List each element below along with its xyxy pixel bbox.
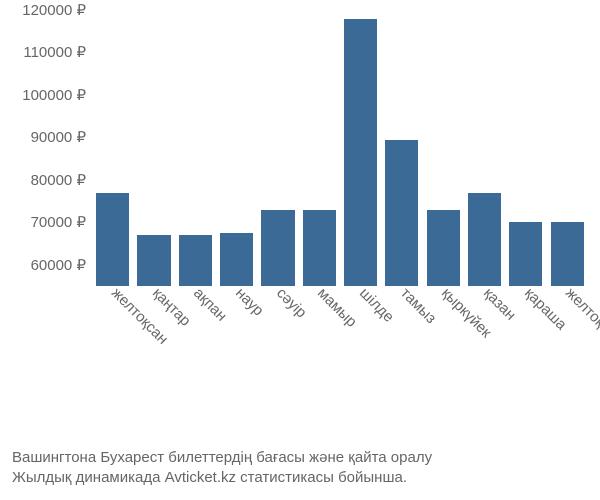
bar-slot: қыркүйек (423, 10, 464, 286)
x-tick-label: қараша (521, 285, 570, 334)
bar-slot: қаңтар (133, 10, 174, 286)
bar-slot: наур (216, 10, 257, 286)
bar-slot: шілде (340, 10, 381, 286)
x-tick-label: сәуір (273, 285, 310, 322)
bar (468, 193, 501, 286)
bar (220, 233, 253, 286)
x-tick-label: шілде (356, 285, 397, 326)
bar (96, 193, 129, 286)
y-tick-label: 110000 ₽ (23, 43, 92, 61)
plot-area: желтоқсанқаңтарақпаннаурсәуірмамыршілдет… (92, 10, 588, 286)
bar (427, 210, 460, 286)
y-tick-label: 70000 ₽ (31, 213, 92, 231)
y-tick-label: 60000 ₽ (31, 256, 92, 274)
bar (137, 235, 170, 286)
x-tick-label: желтоқсан (562, 285, 600, 348)
bar (344, 19, 377, 287)
x-tick-label: наур (232, 285, 267, 320)
bars-group: желтоқсанқаңтарақпаннаурсәуірмамыршілдет… (92, 10, 588, 286)
bar-slot: қазан (464, 10, 505, 286)
y-tick-label: 100000 ₽ (22, 86, 92, 104)
bar-slot: тамыз (381, 10, 422, 286)
bar (303, 210, 336, 286)
x-tick-label: ақпан (190, 285, 230, 325)
bar-slot: желтоқсан (547, 10, 588, 286)
x-tick-label: тамыз (397, 285, 439, 327)
bar-slot: сәуір (257, 10, 298, 286)
bar (509, 222, 542, 286)
bar (551, 222, 584, 286)
caption-line-1: Вашингтона Бухарест билеттердің бағасы ж… (12, 448, 432, 468)
bar-slot: қараша (505, 10, 546, 286)
chart-caption: Вашингтона Бухарест билеттердің бағасы ж… (12, 448, 432, 489)
bar-slot: ақпан (175, 10, 216, 286)
chart-container: желтоқсанқаңтарақпаннаурсәуірмамыршілдет… (0, 0, 600, 500)
y-tick-label: 90000 ₽ (31, 128, 92, 146)
bar (385, 140, 418, 286)
y-tick-label: 120000 ₽ (22, 1, 92, 19)
y-tick-label: 80000 ₽ (31, 171, 92, 189)
caption-line-2: Жылдық динамикада Avticket.kz статистика… (12, 468, 432, 488)
x-tick-label: мамыр (314, 285, 360, 331)
x-tick-label: қазан (480, 285, 519, 324)
bar-slot: желтоқсан (92, 10, 133, 286)
bar (261, 210, 294, 286)
bar (179, 235, 212, 286)
bar-slot: мамыр (299, 10, 340, 286)
